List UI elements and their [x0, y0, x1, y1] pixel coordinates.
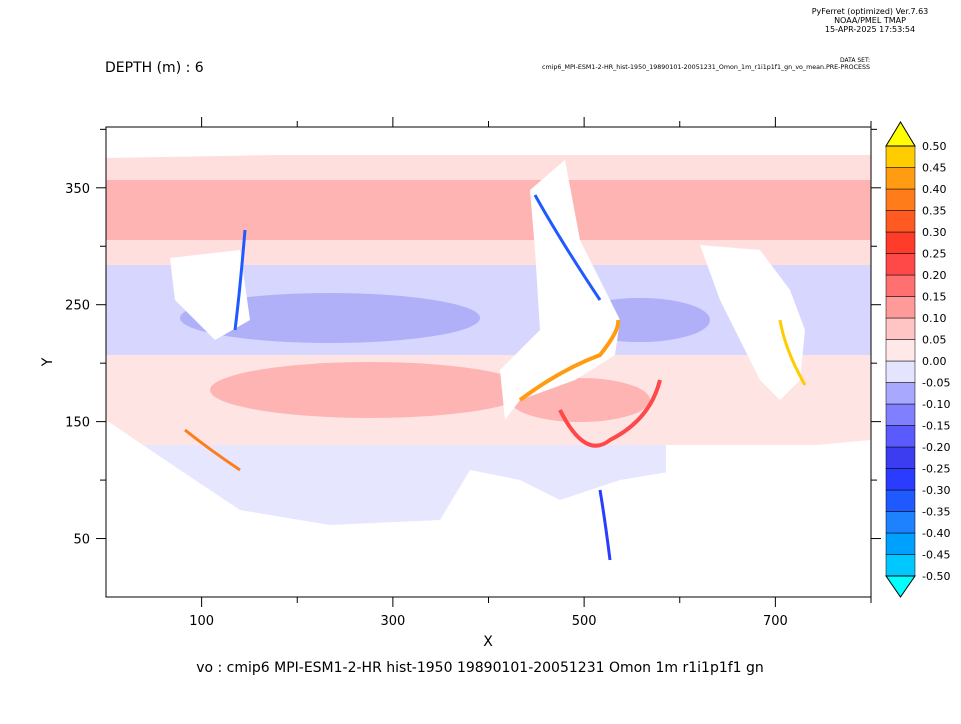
colorbar-label: -0.30 [922, 484, 950, 497]
colorbar-band [885, 317, 916, 340]
field-patch [210, 362, 530, 418]
header-line: PyFerret (optimized) Ver.7.63 [812, 7, 929, 16]
x-tick-label: 300 [380, 614, 405, 629]
colorbar-label: 0.30 [922, 226, 947, 239]
field-patch [180, 293, 480, 343]
land [700, 245, 805, 400]
land [106, 420, 871, 597]
land [560, 127, 871, 140]
colorbar-label: 0.15 [922, 291, 947, 304]
colorbar-band [885, 210, 916, 233]
colorbar-band [885, 554, 916, 577]
land [170, 250, 250, 340]
colorbar-band [885, 468, 916, 491]
field-patch [598, 489, 612, 561]
field [106, 127, 871, 597]
colorbar-label: 0.10 [922, 312, 947, 325]
colorbar-band [885, 296, 916, 319]
colorbar-label: 0.25 [922, 248, 947, 261]
colorbar-band [885, 403, 916, 426]
header-line: 15-APR-2025 17:53:54 [825, 25, 915, 34]
y-tick-label: 50 [73, 533, 90, 548]
colorbar-label: 0.50 [922, 140, 947, 153]
chart-title: DEPTH (m) : 6 [105, 60, 204, 76]
colorbar-band [885, 489, 916, 512]
colorbar-label: 0.20 [922, 269, 947, 282]
colorbar-label: -0.35 [922, 506, 950, 519]
land [106, 127, 560, 158]
colorbar-label: 0.40 [922, 183, 947, 196]
land [500, 160, 620, 420]
x-tick-label: 500 [572, 614, 597, 629]
colorbar-under [885, 575, 916, 598]
field-patch [518, 319, 621, 402]
colorbar-band [885, 532, 916, 555]
colorbar-over [885, 121, 916, 147]
x-axis-label: X [483, 634, 493, 650]
caption: vo : cmip6 MPI-ESM1-2-HR hist-1950 19890… [196, 660, 764, 676]
x-tick-label: 100 [189, 614, 214, 629]
header: PyFerret (optimized) Ver.7.63 NOAA/PMEL T… [812, 7, 929, 34]
colorbar-band [885, 339, 916, 362]
dataset: cmip6_MPI-ESM1-2-HR_hist-1950_19890101-2… [542, 64, 870, 71]
colorbar-band [885, 145, 916, 168]
colorbar-band [885, 446, 916, 469]
colorbar-label: 0.35 [922, 205, 947, 218]
colorbar-label: -0.10 [922, 398, 950, 411]
colorbar-label: -0.45 [922, 549, 950, 562]
field-patch [558, 379, 662, 448]
y-tick-label: 350 [65, 182, 90, 197]
colorbar-label: -0.40 [922, 527, 950, 540]
colorbar-band [885, 231, 916, 254]
x-tick-label: 700 [763, 614, 788, 629]
colorbar-band [885, 425, 916, 448]
y-tick-label: 250 [65, 299, 90, 314]
colorbar-label: -0.05 [922, 377, 950, 390]
colorbar-label: 0.45 [922, 162, 947, 175]
colorbar-band [885, 167, 916, 190]
colorbar-label: 0.00 [922, 355, 947, 368]
colorbar-label: -0.25 [922, 463, 950, 476]
colorbar-band [885, 253, 916, 276]
field-patch [106, 180, 871, 240]
colorbar-band [885, 274, 916, 297]
colorbar-band [885, 511, 916, 534]
dataset-label: DATA SET: [840, 57, 870, 64]
colorbar-label: -0.20 [922, 441, 950, 454]
colorbar-label: -0.50 [922, 570, 950, 583]
field-patch [778, 319, 807, 386]
y-tick-label: 150 [65, 416, 90, 431]
field-patch [233, 229, 247, 331]
colorbar-band [885, 188, 916, 211]
header-line: NOAA/PMEL TMAP [834, 16, 906, 25]
colorbar-band [885, 360, 916, 383]
colorbar-label: 0.05 [922, 334, 947, 347]
y-axis-label: Y [40, 357, 56, 367]
colorbar-label: -0.15 [922, 420, 950, 433]
colorbar-band [885, 382, 916, 405]
field-patch [184, 428, 241, 472]
field-patch [533, 194, 602, 301]
